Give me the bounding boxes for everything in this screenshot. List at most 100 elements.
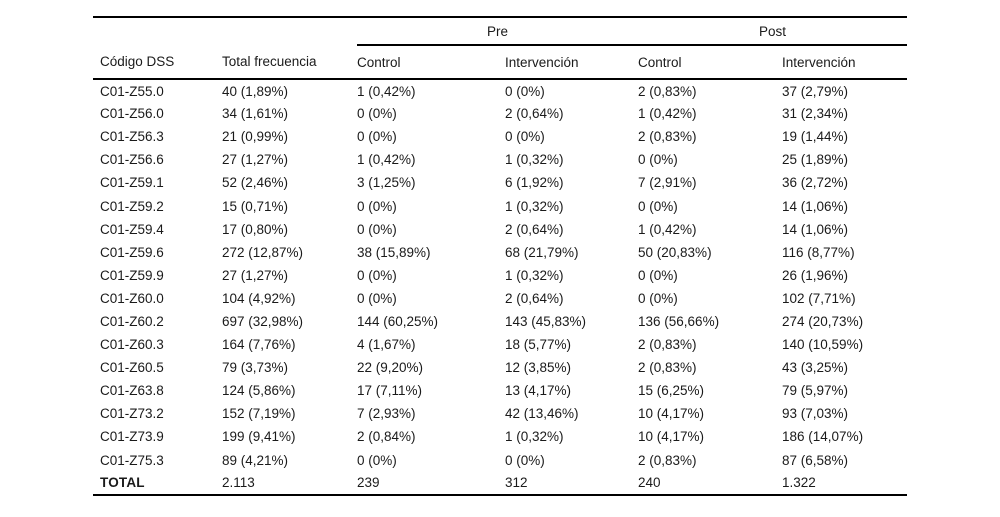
row-value-cell: 40 (1,89%) (222, 83, 289, 99)
row-value-cell: 21 (0,99%) (222, 129, 289, 145)
column-header-codigo-dss: Código DSS (93, 45, 222, 80)
row-code-cell: C01-Z60.3 (100, 337, 164, 353)
row-value-cell: 144 (60,25%) (357, 313, 439, 329)
row-value-cell: 240 (638, 475, 661, 491)
row-value-cell: 12 (3,85%) (505, 360, 572, 376)
row-value-cell: 79 (5,97%) (782, 383, 849, 399)
row-value-cell: 1 (0,32%) (505, 267, 564, 283)
row-value-cell: 14 (1,06%) (782, 198, 849, 214)
row-value-cell: 140 (10,59%) (782, 337, 864, 353)
table-row: C01-Z56.3 21 (0,99%) 0 (0%) 0 (0%) 2 (0,83%)… (93, 125, 907, 148)
row-value-cell: 25 (1,89%) (782, 152, 849, 168)
column-header-post-control: Control (638, 45, 783, 80)
row-code-cell: C01-Z73.9 (100, 429, 164, 445)
table-row: C01-Z59.1 52 (2,46%) 3 (1,25%) 6 (1,92%) 7 (… (93, 171, 907, 194)
total-row: TOTAL 2.113 239 312 240 1.322 (93, 472, 907, 495)
group-header-spacer (93, 17, 357, 45)
row-value-cell: 15 (6,25%) (638, 383, 705, 399)
row-value-cell: 2 (0,84%) (357, 429, 416, 445)
row-code-cell: C01-Z59.9 (100, 267, 164, 283)
row-value-cell: 0 (0%) (357, 452, 397, 468)
group-header-post: Post (638, 17, 908, 46)
row-value-cell: 2 (0,83%) (638, 360, 697, 376)
row-code-cell: C01-Z60.5 (100, 360, 164, 376)
row-value-cell: 0 (0%) (357, 106, 397, 122)
row-code-cell: TOTAL (100, 475, 145, 491)
table-row: C01-Z73.2 152 (7,19%) 7 (2,93%) 42 (13,46%)… (93, 402, 907, 425)
row-value-cell: 2 (0,64%) (505, 221, 564, 237)
frequency-table-container: Pre Post Código DSS Total frecuencia Con… (93, 16, 908, 496)
row-value-cell: 0 (0%) (357, 290, 397, 306)
row-value-cell: 43 (3,25%) (782, 360, 849, 376)
row-value-cell: 38 (15,89%) (357, 244, 431, 260)
row-value-cell: 19 (1,44%) (782, 129, 849, 145)
row-value-cell: 0 (0%) (505, 83, 545, 99)
table-row: C01-Z60.2 697 (32,98%) 144 (60,25%) 143 (45… (93, 310, 907, 333)
row-value-cell: 79 (3,73%) (222, 360, 289, 376)
row-value-cell: 89 (4,21%) (222, 452, 289, 468)
table-row: C01-Z59.2 15 (0,71%) 0 (0%) 1 (0,32%) 0 (0%)… (93, 194, 907, 217)
row-value-cell: 0 (0%) (357, 198, 397, 214)
row-value-cell: 18 (5,77%) (505, 337, 572, 353)
row-value-cell: 6 (1,92%) (505, 175, 564, 191)
row-code-cell: C01-Z59.6 (100, 244, 164, 260)
row-value-cell: 15 (0,71%) (222, 198, 289, 214)
row-code-cell: C01-Z73.2 (100, 406, 164, 422)
row-value-cell: 17 (7,11%) (357, 383, 423, 399)
row-value-cell: 0 (0%) (357, 129, 397, 145)
table-row: C01-Z59.6 272 (12,87%) 38 (15,89%) 68 (21,7… (93, 241, 907, 264)
group-header-pre: Pre (357, 17, 639, 46)
row-value-cell: 2 (0,64%) (505, 106, 564, 122)
table-row: C01-Z56.6 27 (1,27%) 1 (0,42%) 1 (0,32%) 0 (… (93, 148, 907, 171)
row-value-cell: 1 (0,42%) (357, 83, 416, 99)
row-value-cell: 0 (0%) (357, 221, 397, 237)
table-row: C01-Z63.8 124 (5,86%) 17 (7,11%) 13 (4,17%)… (93, 379, 907, 402)
row-value-cell: 274 (20,73%) (782, 313, 864, 329)
row-value-cell: 0 (0%) (505, 129, 545, 145)
table-row: C01-Z60.3 164 (7,76%) 4 (1,67%) 18 (5,77%) 2… (93, 333, 907, 356)
row-code-cell: C01-Z75.3 (100, 452, 164, 468)
row-value-cell: 697 (32,98%) (222, 313, 304, 329)
row-code-cell: C01-Z59.2 (100, 198, 164, 214)
row-value-cell: 13 (4,17%) (505, 383, 572, 399)
row-value-cell: 152 (7,19%) (222, 406, 296, 422)
row-value-cell: 0 (0%) (638, 152, 678, 168)
row-value-cell: 52 (2,46%) (222, 175, 289, 191)
row-value-cell: 93 (7,03%) (782, 406, 849, 422)
row-value-cell: 272 (12,87%) (222, 244, 304, 260)
row-value-cell: 102 (7,71%) (782, 290, 856, 306)
row-value-cell: 2 (0,64%) (505, 290, 564, 306)
row-code-cell: C01-Z60.0 (100, 290, 164, 306)
row-value-cell: 27 (1,27%) (222, 267, 289, 283)
row-value-cell: 42 (13,46%) (505, 406, 579, 422)
row-value-cell: 1 (0,32%) (505, 152, 564, 168)
row-code-cell: C01-Z60.2 (100, 313, 164, 329)
row-value-cell: 186 (14,07%) (782, 429, 864, 445)
column-header-total-frecuencia: Total frecuencia (222, 45, 357, 80)
row-code-cell: C01-Z56.3 (100, 129, 164, 145)
row-code-cell: C01-Z56.6 (100, 152, 164, 168)
row-value-cell: 1 (0,42%) (638, 106, 697, 122)
row-value-cell: 199 (9,41%) (222, 429, 296, 445)
row-value-cell: 239 (357, 475, 380, 491)
row-value-cell: 104 (4,92%) (222, 290, 296, 306)
row-value-cell: 2 (0,83%) (638, 129, 697, 145)
row-value-cell: 164 (7,76%) (222, 337, 296, 353)
dss-frequency-table: Pre Post Código DSS Total frecuencia Con… (93, 16, 908, 496)
row-value-cell: 3 (1,25%) (357, 175, 416, 191)
table-row: C01-Z73.9 199 (9,41%) 2 (0,84%) 1 (0,32%) 10… (93, 425, 907, 448)
row-code-cell: C01-Z55.0 (100, 83, 164, 99)
row-value-cell: 1 (0,42%) (638, 221, 697, 237)
row-value-cell: 26 (1,96%) (782, 267, 849, 283)
table-row: C01-Z55.0 40 (1,89%) 1 (0,42%) 0 (0%) 2 (0,8… (93, 79, 907, 102)
table-body: C01-Z55.0 40 (1,89%) 1 (0,42%) 0 (0%) 2 (0,8… (93, 79, 907, 495)
row-value-cell: 87 (6,58%) (782, 452, 849, 468)
column-header-row: Código DSS Total frecuencia Control Inte… (93, 45, 908, 80)
row-value-cell: 31 (2,34%) (782, 106, 849, 122)
table-row: C01-Z75.3 89 (4,21%) 0 (0%) 0 (0%) 2 (0,83%)… (93, 449, 907, 472)
row-value-cell: 7 (2,91%) (638, 175, 697, 191)
table-row: C01-Z59.4 17 (0,80%) 0 (0%) 2 (0,64%) 1 (0,4… (93, 218, 907, 241)
table-row: C01-Z56.0 34 (1,61%) 0 (0%) 2 (0,64%) 1 (0,4… (93, 102, 907, 125)
table-row: C01-Z60.0 104 (4,92%) 0 (0%) 2 (0,64%) 0 (0%… (93, 287, 907, 310)
row-value-cell: 22 (9,20%) (357, 360, 424, 376)
